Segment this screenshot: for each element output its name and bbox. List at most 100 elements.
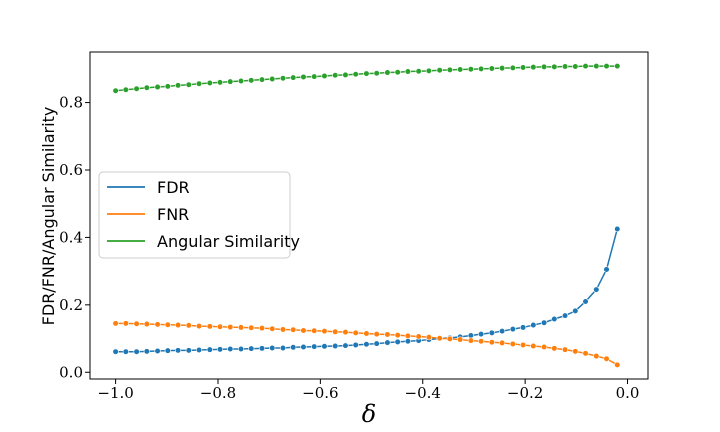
data-point-fnr bbox=[582, 350, 589, 357]
data-point-fnr bbox=[248, 324, 255, 331]
data-point-fnr bbox=[237, 324, 245, 331]
data-point-fdr bbox=[373, 340, 380, 347]
data-point-fnr bbox=[164, 321, 171, 328]
data-point-angular-similarity bbox=[143, 84, 150, 91]
data-point-fnr bbox=[216, 323, 224, 330]
y-tick-label: 0.2 bbox=[59, 296, 83, 314]
data-point-angular-similarity bbox=[384, 69, 391, 76]
data-point-fnr bbox=[227, 323, 234, 331]
data-point-fnr bbox=[133, 320, 140, 327]
legend-frame bbox=[98, 171, 291, 259]
data-point-angular-similarity bbox=[540, 63, 548, 70]
data-point-fdr bbox=[530, 321, 537, 329]
data-point-fnr bbox=[311, 327, 318, 334]
data-point-angular-similarity bbox=[593, 63, 600, 70]
series-angular-similarity bbox=[112, 63, 621, 94]
data-point-fnr bbox=[519, 341, 527, 349]
x-tick-label: −0.4 bbox=[405, 384, 441, 402]
data-point-fnr bbox=[258, 325, 266, 332]
data-point-fdr bbox=[112, 348, 119, 355]
data-point-angular-similarity bbox=[311, 73, 318, 80]
data-point-fdr bbox=[122, 348, 129, 355]
data-point-fdr bbox=[290, 344, 297, 351]
data-point-fnr bbox=[154, 321, 161, 328]
data-point-fnr bbox=[195, 322, 203, 330]
data-point-fdr bbox=[258, 345, 266, 352]
data-point-angular-similarity bbox=[519, 64, 527, 71]
data-point-fnr bbox=[394, 332, 401, 339]
plot-frame bbox=[89, 51, 649, 380]
data-point-angular-similarity bbox=[258, 76, 266, 83]
data-point-fdr bbox=[509, 326, 516, 333]
series-layer bbox=[112, 63, 621, 368]
data-point-fnr bbox=[478, 338, 485, 345]
data-point-fdr bbox=[195, 346, 203, 354]
data-point-fdr bbox=[154, 347, 161, 355]
data-point-fnr bbox=[269, 325, 276, 332]
data-point-fdr bbox=[572, 307, 579, 315]
data-point-angular-similarity bbox=[216, 79, 224, 86]
data-point-fdr bbox=[582, 298, 589, 305]
data-point-angular-similarity bbox=[478, 65, 485, 72]
data-point-angular-similarity bbox=[509, 64, 516, 71]
data-point-fnr bbox=[373, 331, 380, 338]
data-point-fdr bbox=[363, 341, 370, 348]
data-point-fnr bbox=[300, 327, 307, 334]
data-point-angular-similarity bbox=[488, 65, 495, 72]
data-point-fnr bbox=[122, 320, 129, 327]
data-point-angular-similarity bbox=[206, 79, 213, 87]
data-point-angular-similarity bbox=[279, 75, 287, 82]
x-tick-label: −1.0 bbox=[97, 384, 133, 402]
data-point-angular-similarity bbox=[404, 68, 412, 75]
data-point-fnr bbox=[530, 342, 537, 350]
data-point-fdr bbox=[384, 339, 391, 346]
data-point-angular-similarity bbox=[300, 73, 307, 81]
data-point-fnr bbox=[467, 337, 474, 344]
data-point-fnr bbox=[488, 339, 495, 346]
data-point-angular-similarity bbox=[551, 63, 558, 70]
data-point-fnr bbox=[352, 329, 359, 336]
data-point-angular-similarity bbox=[290, 74, 297, 81]
data-point-fdr bbox=[488, 329, 495, 336]
data-point-angular-similarity bbox=[352, 71, 359, 78]
data-point-fdr bbox=[216, 346, 224, 353]
data-point-angular-similarity bbox=[425, 67, 433, 74]
data-point-angular-similarity bbox=[499, 65, 506, 72]
y-tick-label: 0.6 bbox=[59, 161, 83, 179]
data-point-fdr bbox=[311, 343, 318, 350]
data-point-fnr bbox=[290, 326, 297, 333]
data-point-fnr bbox=[540, 343, 548, 351]
legend-label-angular-similarity: Angular Similarity bbox=[157, 232, 300, 251]
data-point-angular-similarity bbox=[614, 63, 621, 70]
data-point-fnr bbox=[321, 328, 328, 335]
data-point-angular-similarity bbox=[248, 77, 255, 84]
data-point-fdr bbox=[593, 286, 600, 293]
data-point-fdr bbox=[332, 342, 339, 350]
data-point-fnr bbox=[404, 332, 412, 339]
data-point-angular-similarity bbox=[122, 86, 129, 93]
data-point-fnr bbox=[384, 331, 391, 338]
data-point-angular-similarity bbox=[112, 87, 119, 94]
data-point-fnr bbox=[342, 329, 349, 336]
data-point-angular-similarity bbox=[572, 63, 579, 70]
data-point-fnr bbox=[614, 361, 621, 368]
data-point-fnr bbox=[499, 339, 506, 347]
data-point-fnr bbox=[112, 320, 119, 327]
data-point-fdr bbox=[300, 343, 307, 351]
data-point-fnr bbox=[279, 326, 287, 333]
data-point-fdr bbox=[143, 348, 150, 355]
data-point-fdr bbox=[551, 315, 558, 323]
data-point-fdr bbox=[499, 328, 506, 335]
data-point-angular-similarity bbox=[603, 63, 610, 70]
legend-label-fdr: FDR bbox=[157, 178, 190, 197]
data-point-fdr bbox=[321, 343, 328, 350]
data-point-angular-similarity bbox=[373, 70, 380, 77]
data-point-angular-similarity bbox=[332, 72, 339, 79]
data-point-fnr bbox=[185, 322, 192, 329]
data-point-fnr bbox=[446, 335, 453, 342]
data-point-angular-similarity bbox=[195, 80, 203, 87]
legend-label-fnr: FNR bbox=[157, 205, 189, 224]
data-point-fnr bbox=[363, 330, 370, 337]
data-point-fnr bbox=[457, 336, 464, 343]
